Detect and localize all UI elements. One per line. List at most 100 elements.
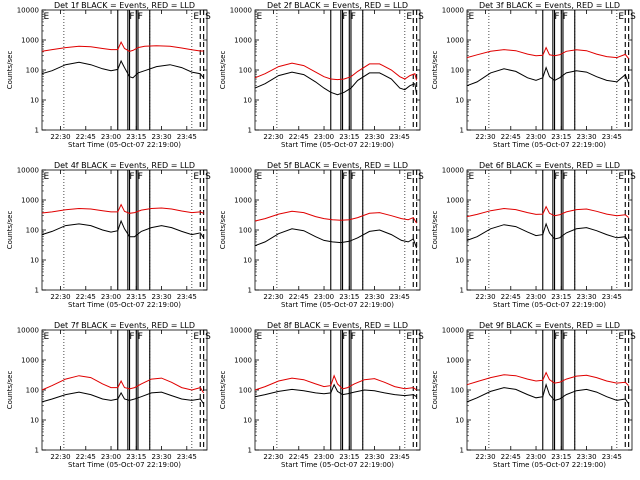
plot-frame (466, 169, 633, 291)
x-axis-label: Start Time (05-Oct-07 22:19:00) (493, 461, 606, 469)
y-tick-label: 100 (451, 387, 464, 395)
x-tick-label: 23:00 (526, 293, 546, 301)
x-tick-label: 23:45 (602, 453, 622, 461)
event-letter: F (129, 332, 134, 342)
x-tick-label: 23:30 (364, 453, 384, 461)
series-line (41, 203, 204, 214)
series-line (466, 205, 629, 218)
x-axis-label: Start Time (05-Oct-07 22:19:00) (281, 301, 394, 309)
y-tick-label: 1000 (234, 357, 252, 365)
plot-frame (466, 329, 633, 451)
event-letter: F (554, 12, 559, 22)
y-tick-label: 1000 (21, 357, 39, 365)
event-letter: E (44, 172, 50, 182)
event-letter: E (618, 12, 624, 22)
event-letter: F (342, 172, 347, 182)
y-axis-label: Counts/sec (431, 371, 439, 410)
x-tick-label: 23:30 (151, 133, 171, 141)
y-tick-label: 1000 (21, 197, 39, 205)
x-axis-label: Start Time (05-Oct-07 22:19:00) (68, 461, 181, 469)
event-letter: E (193, 172, 199, 182)
x-tick-label: 23:15 (339, 133, 359, 141)
y-tick-label: 1 (248, 287, 252, 295)
panel-title: Det 7f BLACK = Events, RED = LLD (54, 321, 195, 330)
panel-title: Det 9f BLACK = Events, RED = LLD (479, 321, 620, 330)
x-tick-label: 23:45 (390, 293, 410, 301)
event-letter: E (469, 172, 475, 182)
panel-title: Det 8f BLACK = Events, RED = LLD (267, 321, 408, 330)
x-tick-label: 23:15 (339, 293, 359, 301)
y-tick-label: 1000 (234, 37, 252, 45)
event-letter: F (129, 172, 134, 182)
series-line (254, 228, 418, 249)
series-line (41, 375, 205, 394)
x-tick-label: 23:00 (101, 293, 121, 301)
x-tick-label: 23:45 (390, 133, 410, 141)
plot-frame (254, 329, 421, 451)
event-letter: E (44, 12, 50, 22)
y-tick-label: 10000 (230, 167, 252, 175)
event-letter: F (554, 332, 559, 342)
detector-panel: Det 5f BLACK = Events, RED = LLD 1 10 100 10… (219, 161, 424, 309)
y-tick-label: 100 (26, 387, 39, 395)
y-axis-label: Counts/sec (219, 51, 227, 90)
event-letter: F (138, 172, 143, 182)
x-tick-label: 23:45 (390, 453, 410, 461)
x-tick-label: 23:30 (364, 133, 384, 141)
y-tick-label: 1 (460, 127, 464, 135)
x-tick-label: 22:45 (289, 133, 309, 141)
x-axis-label: Start Time (05-Oct-07 22:19:00) (493, 301, 606, 309)
event-letter: E (469, 332, 475, 342)
plot-frame (41, 169, 208, 291)
y-tick-label: 10000 (442, 327, 464, 335)
y-tick-label: 1000 (446, 197, 464, 205)
event-letter: E (618, 172, 624, 182)
event-letter: E (257, 332, 263, 342)
x-tick-label: 23:00 (314, 293, 334, 301)
y-tick-label: 10 (455, 257, 464, 265)
x-tick-label: 22:45 (76, 293, 96, 301)
event-letter: S (418, 12, 424, 22)
event-letter: E (193, 332, 199, 342)
event-letter: E (406, 172, 412, 182)
y-tick-label: 1 (35, 447, 39, 455)
series-line (466, 383, 630, 404)
y-tick-label: 10 (30, 97, 39, 105)
panel-title: Det 3f BLACK = Events, RED = LLD (479, 1, 620, 10)
detector-panel: Det 1f BLACK = Events, RED = LLD 1 10 100 10… (6, 1, 211, 149)
plot-frame (466, 9, 633, 131)
series-line (254, 383, 417, 398)
series-line (254, 62, 418, 81)
detector-panel: Det 2f BLACK = Events, RED = LLD 1 10 100 10… (219, 1, 424, 149)
y-tick-label: 10000 (442, 7, 464, 15)
plot-frame (254, 9, 421, 131)
x-tick-label: 23:00 (101, 453, 121, 461)
event-letter: F (342, 332, 347, 342)
y-tick-label: 100 (239, 67, 252, 75)
x-tick-label: 23:15 (126, 293, 146, 301)
event-letter: E (257, 172, 263, 182)
event-letter: F (554, 172, 559, 182)
series-line (41, 40, 204, 52)
event-letter: S (630, 332, 636, 342)
x-tick-label: 23:00 (526, 133, 546, 141)
y-axis-label: Counts/sec (6, 371, 14, 410)
y-tick-label: 1000 (446, 37, 464, 45)
y-tick-label: 1 (35, 127, 39, 135)
y-tick-label: 1000 (446, 357, 464, 365)
event-letter: S (205, 172, 211, 182)
series-line (466, 46, 629, 59)
y-tick-label: 10000 (230, 327, 252, 335)
x-tick-label: 23:30 (576, 133, 596, 141)
plot-frame (41, 329, 208, 451)
y-axis-label: Counts/sec (431, 51, 439, 90)
event-letter: S (630, 12, 636, 22)
y-tick-label: 10 (243, 97, 252, 105)
x-tick-label: 22:45 (501, 133, 521, 141)
event-letter: E (257, 12, 263, 22)
y-tick-label: 10000 (17, 167, 39, 175)
y-tick-label: 1 (460, 447, 464, 455)
plot-frame (254, 169, 421, 291)
series-line (41, 59, 204, 79)
x-tick-label: 22:45 (501, 293, 521, 301)
